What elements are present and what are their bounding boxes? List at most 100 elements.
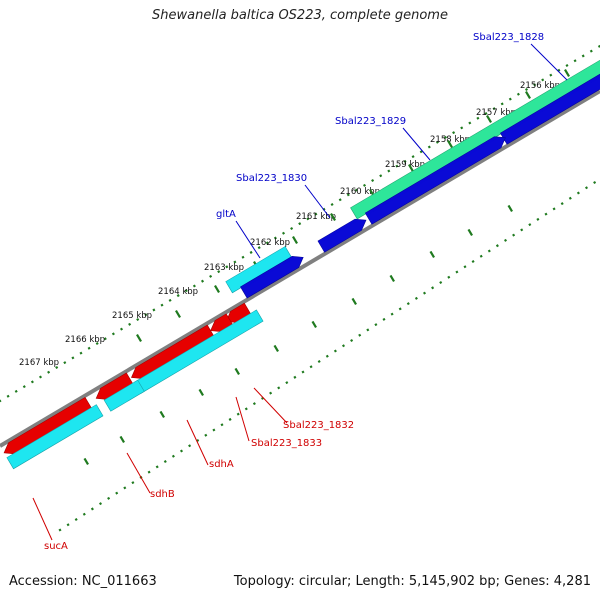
- gene-arrow-suca[interactable]: [6, 404, 104, 470]
- minor-tick: [306, 217, 310, 221]
- gene-body: [103, 379, 145, 412]
- minor-tick: [30, 380, 34, 384]
- minor-tick: [273, 236, 277, 240]
- minor-tick: [293, 375, 297, 379]
- minor-tick: [171, 454, 175, 458]
- gene-label[interactable]: gltA: [216, 209, 236, 220]
- minor-tick: [188, 444, 192, 448]
- major-tick: [330, 212, 336, 222]
- gene-label[interactable]: Sbal223_1830: [236, 173, 307, 184]
- minor-tick: [455, 270, 459, 274]
- minor-tick: [427, 145, 431, 149]
- gene-label[interactable]: Sbal223_1829: [335, 116, 406, 127]
- gene-highlight: [365, 136, 496, 216]
- scale-tick-label: 2167 kbp: [19, 358, 59, 368]
- gene-arrow-sbal223_1830[interactable]: [317, 218, 367, 253]
- gene-label[interactable]: Sbal223_1832: [283, 420, 354, 431]
- minor-tick: [379, 174, 383, 178]
- minor-tick: [479, 254, 483, 258]
- major-tick: [159, 410, 165, 419]
- minor-tick: [309, 365, 313, 369]
- minor-tick: [536, 217, 540, 221]
- minor-tick: [14, 389, 18, 393]
- scale-tick-label: 2156 kbp: [520, 81, 560, 91]
- major-tick: [175, 309, 181, 319]
- gene-arrow-sdhb[interactable]: [103, 379, 145, 412]
- minor-tick: [333, 349, 337, 353]
- minor-tick: [244, 407, 248, 411]
- major-tick: [507, 204, 513, 213]
- minor-tick: [549, 73, 553, 77]
- minor-tick: [492, 107, 496, 111]
- major-tick: [234, 367, 240, 376]
- minor-tick: [366, 328, 370, 332]
- minor-tick: [79, 351, 83, 355]
- minor-tick: [241, 255, 245, 259]
- major-tick: [119, 435, 125, 444]
- minor-tick: [285, 381, 289, 385]
- minor-tick: [398, 307, 402, 311]
- gene-label[interactable]: Sbal223_1828: [473, 32, 544, 43]
- gene-arrow-sdha[interactable]: [133, 309, 264, 394]
- minor-tick: [228, 417, 232, 421]
- gene-body: [133, 309, 264, 394]
- minor-tick: [119, 327, 124, 331]
- minor-tick: [560, 202, 564, 206]
- minor-tick: [435, 140, 439, 144]
- gene-arrow-sbal223_1828[interactable]: [499, 71, 600, 145]
- minor-tick: [330, 203, 334, 207]
- major-tick: [351, 297, 357, 306]
- gene-arrow-sbal223_1828[interactable]: [350, 57, 600, 220]
- minor-tick: [468, 121, 472, 125]
- minor-tick: [317, 360, 321, 364]
- gene-arrow-glta[interactable]: [240, 256, 304, 299]
- minor-tick: [123, 486, 127, 490]
- minor-tick: [74, 517, 78, 521]
- gene-body: [499, 73, 600, 145]
- scale-tick-label: 2163 kbp: [204, 263, 244, 273]
- minor-tick: [257, 246, 261, 250]
- scale-tick-label: 2165 kbp: [112, 311, 152, 321]
- minor-tick: [443, 135, 448, 139]
- minor-tick: [179, 449, 184, 453]
- gene-label[interactable]: sucA: [44, 541, 68, 552]
- minor-tick: [597, 44, 600, 48]
- minor-tick: [192, 284, 196, 288]
- label-leader-line: [186, 419, 209, 466]
- label-leader-line: [235, 396, 250, 442]
- label-leader-line: [32, 497, 53, 541]
- minor-tick: [160, 303, 164, 307]
- gene-label[interactable]: sdhA: [209, 459, 234, 470]
- minor-tick: [87, 346, 91, 350]
- gene-label[interactable]: sdhB: [150, 489, 175, 500]
- gene-highlight: [215, 313, 228, 324]
- minor-tick: [128, 322, 132, 326]
- minor-tick: [447, 275, 451, 279]
- minor-tick: [152, 308, 156, 312]
- minor-tick: [71, 356, 75, 360]
- minor-tick: [508, 97, 512, 101]
- minor-tick: [411, 155, 415, 159]
- minor-tick: [298, 222, 302, 226]
- minor-tick: [476, 116, 480, 120]
- major-tick: [429, 250, 435, 259]
- minor-tick: [371, 179, 375, 183]
- label-leader-line: [253, 387, 288, 424]
- minor-tick: [406, 302, 410, 306]
- minor-tick: [314, 212, 318, 216]
- minor-tick: [47, 370, 51, 374]
- minor-tick: [233, 260, 237, 264]
- minor-tick: [163, 460, 167, 464]
- gene-label[interactable]: Sbal223_1833: [251, 438, 322, 449]
- gene-arrow-sbal223_1829[interactable]: [364, 136, 506, 225]
- minor-tick: [528, 223, 532, 227]
- minor-tick: [155, 465, 159, 469]
- minor-tick: [354, 188, 358, 192]
- major-tick: [447, 139, 453, 149]
- minor-tick: [249, 250, 253, 254]
- minor-tick: [395, 164, 399, 168]
- gene-body: [6, 404, 104, 470]
- gene-body: [364, 136, 506, 225]
- minor-tick: [341, 344, 346, 348]
- minor-tick: [419, 150, 423, 154]
